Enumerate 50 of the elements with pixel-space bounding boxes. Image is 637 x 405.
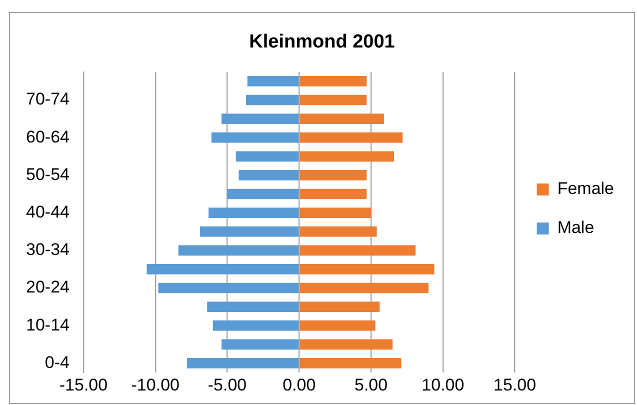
legend-label: Male bbox=[557, 218, 594, 238]
chart-title: Kleinmond 2001 bbox=[249, 32, 396, 53]
bar bbox=[300, 320, 376, 331]
bar bbox=[300, 132, 403, 143]
bar bbox=[247, 76, 299, 86]
y-tick-label: 60-64 bbox=[26, 127, 70, 146]
y-tick-label: 10-14 bbox=[26, 315, 70, 334]
bar bbox=[300, 245, 416, 256]
bar bbox=[200, 226, 299, 237]
bar bbox=[222, 114, 299, 124]
bar bbox=[187, 358, 299, 368]
bar bbox=[211, 132, 299, 143]
bar bbox=[300, 302, 380, 312]
bar bbox=[238, 170, 299, 180]
bar bbox=[300, 282, 429, 294]
bar bbox=[146, 264, 299, 274]
bar bbox=[300, 94, 367, 106]
bar bbox=[300, 339, 393, 350]
legend-label: Female bbox=[557, 179, 614, 198]
bar bbox=[300, 226, 377, 237]
x-tick-label: -15.00 bbox=[59, 375, 108, 394]
x-tick-label: 15.00 bbox=[494, 375, 536, 394]
bar bbox=[300, 151, 394, 162]
bar bbox=[300, 358, 402, 368]
bar bbox=[300, 170, 367, 180]
bar bbox=[208, 208, 299, 218]
bar bbox=[178, 245, 299, 256]
y-tick-label: 20-24 bbox=[26, 278, 70, 297]
bar bbox=[227, 188, 299, 200]
bar bbox=[246, 94, 299, 106]
bar bbox=[300, 264, 434, 274]
bar bbox=[300, 114, 384, 124]
y-tick-label: 70-74 bbox=[26, 90, 70, 109]
x-tick-label: -5.00 bbox=[208, 375, 247, 394]
bar bbox=[212, 320, 299, 331]
x-tick-label: -10.00 bbox=[131, 375, 180, 394]
y-tick-label: 30-34 bbox=[26, 240, 70, 260]
bar bbox=[300, 208, 372, 218]
y-tick-label: 40-44 bbox=[26, 202, 70, 222]
x-tick-label: 0.00 bbox=[282, 375, 316, 394]
bar bbox=[222, 339, 299, 350]
bar bbox=[300, 76, 367, 86]
y-tick-label: 50-54 bbox=[26, 164, 70, 184]
bar bbox=[236, 151, 299, 162]
x-tick-label: 5.00 bbox=[354, 375, 388, 394]
bar bbox=[158, 282, 299, 294]
y-tick-label: 0-4 bbox=[44, 352, 70, 372]
x-tick-label: 10.00 bbox=[422, 375, 464, 394]
bar bbox=[207, 302, 299, 312]
bar bbox=[300, 188, 367, 200]
